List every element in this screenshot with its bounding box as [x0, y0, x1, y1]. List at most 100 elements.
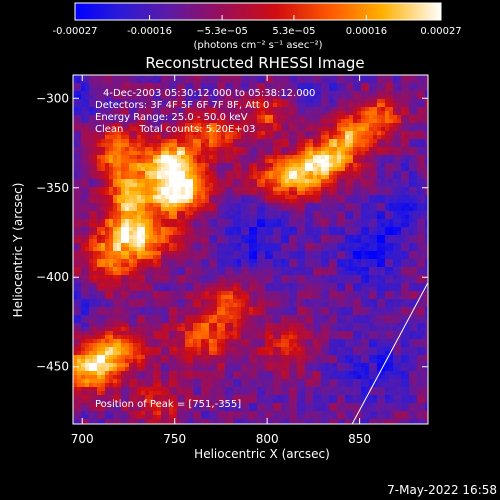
heatmap-cell [153, 219, 157, 223]
heatmap-cell [273, 87, 277, 91]
heatmap-cell [233, 139, 237, 143]
heatmap-cell [241, 259, 245, 263]
heatmap-cell [205, 275, 209, 279]
heatmap-cell [161, 187, 165, 191]
heatmap-cell [133, 259, 137, 263]
heatmap-cell [249, 139, 253, 143]
heatmap-cell [105, 191, 109, 195]
heatmap-cell [93, 263, 97, 267]
heatmap-cell [337, 87, 341, 91]
heatmap-cell [261, 247, 265, 251]
heatmap-cell [249, 107, 253, 111]
heatmap-cell [369, 203, 373, 207]
heatmap-cell [325, 223, 329, 227]
heatmap-cell [409, 171, 413, 175]
heatmap-cell [81, 199, 85, 203]
heatmap-cell [417, 243, 421, 247]
heatmap-cell [361, 251, 365, 255]
heatmap-cell [205, 215, 209, 219]
heatmap-cell [181, 239, 185, 243]
heatmap-cell [125, 279, 129, 283]
heatmap-cell [349, 255, 353, 259]
heatmap-cell [85, 159, 89, 163]
heatmap-cell [249, 243, 253, 247]
heatmap-cell [101, 191, 105, 195]
heatmap-cell [389, 139, 393, 143]
heatmap-cell [329, 263, 333, 267]
heatmap-cell [113, 231, 117, 235]
heatmap-cell [313, 135, 317, 139]
heatmap-cell [169, 167, 173, 171]
heatmap-cell [169, 155, 173, 159]
heatmap-cell [325, 263, 329, 267]
heatmap-cell [289, 235, 293, 239]
heatmap-cell [353, 175, 357, 179]
heatmap-cell [225, 107, 229, 111]
heatmap-cell [245, 215, 249, 219]
heatmap-cell [85, 83, 89, 87]
heatmap-cell [181, 271, 185, 275]
heatmap-cell [93, 167, 97, 171]
heatmap-cell [325, 203, 329, 207]
heatmap-cell [149, 235, 153, 239]
heatmap-cell [249, 235, 253, 239]
heatmap-cell [405, 255, 409, 259]
heatmap-cell [401, 155, 405, 159]
heatmap-cell [261, 159, 265, 163]
heatmap-cell [121, 183, 125, 187]
heatmap-cell [325, 255, 329, 259]
heatmap-cell [193, 103, 197, 107]
heatmap-cell [341, 259, 345, 263]
heatmap-cell [73, 279, 77, 283]
heatmap-cell [217, 171, 221, 175]
heatmap-cell [265, 223, 269, 227]
heatmap-cell [401, 83, 405, 87]
heatmap-cell [413, 251, 417, 255]
heatmap-cell [133, 295, 137, 299]
heatmap-cell [189, 207, 193, 211]
heatmap-cell [77, 187, 81, 191]
heatmap-cell [393, 151, 397, 155]
heatmap-cell [77, 239, 81, 243]
heatmap-cell [285, 287, 289, 291]
heatmap-cell [309, 83, 313, 87]
heatmap-cell [285, 247, 289, 251]
heatmap-cell [185, 231, 189, 235]
heatmap-cell [261, 91, 265, 95]
heatmap-cell [393, 111, 397, 115]
heatmap-cell [393, 279, 397, 283]
heatmap-cell [341, 283, 345, 287]
heatmap-cell [81, 83, 85, 87]
heatmap-cell [393, 163, 397, 167]
heatmap-cell [77, 179, 81, 183]
heatmap-cell [361, 275, 365, 279]
heatmap-cell [289, 175, 293, 179]
heatmap-cell [141, 151, 145, 155]
heatmap-cell [109, 119, 113, 123]
heatmap-cell [313, 195, 317, 199]
heatmap-cell [253, 155, 257, 159]
heatmap-cell [157, 271, 161, 275]
heatmap-cell [201, 143, 205, 147]
heatmap-cell [217, 155, 221, 159]
heatmap-cell [349, 291, 353, 295]
heatmap-cell [361, 247, 365, 251]
heatmap-cell [141, 187, 145, 191]
heatmap-cell [337, 175, 341, 179]
heatmap-cell [269, 175, 273, 179]
heatmap-cell [185, 211, 189, 215]
heatmap-cell [149, 223, 153, 227]
heatmap-cell [89, 287, 93, 291]
heatmap-cell [397, 271, 401, 275]
heatmap-cell [73, 119, 77, 123]
heatmap-cell [333, 79, 337, 83]
heatmap-cell [277, 159, 281, 163]
heatmap-cell [405, 199, 409, 203]
heatmap-cell [141, 199, 145, 203]
heatmap-cell [177, 99, 181, 103]
heatmap-cell [305, 203, 309, 207]
heatmap-cell [369, 143, 373, 147]
heatmap-cell [313, 83, 317, 87]
heatmap-cell [361, 75, 365, 79]
heatmap-cell [421, 287, 425, 291]
